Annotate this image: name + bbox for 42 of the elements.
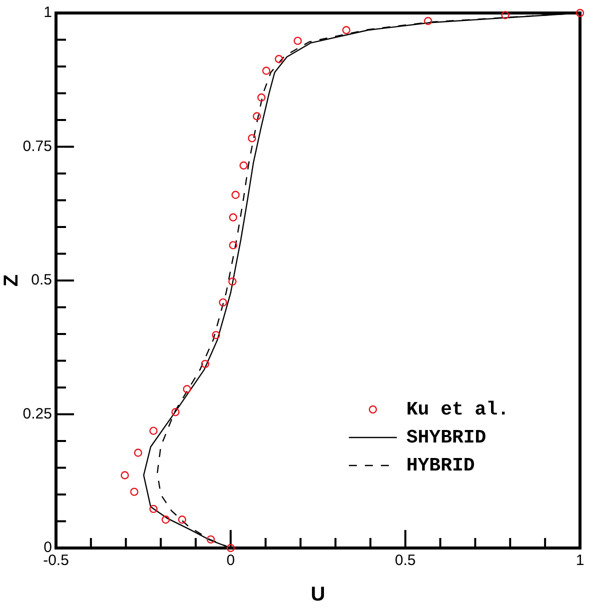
y-axis-title: Z <box>0 274 23 287</box>
point <box>212 330 220 340</box>
point <box>257 93 266 102</box>
point <box>252 112 261 120</box>
point <box>239 161 248 170</box>
y-tick-label: 0.25 <box>22 405 52 422</box>
point <box>294 36 302 45</box>
point <box>262 66 270 75</box>
point <box>162 516 170 524</box>
point <box>501 11 510 20</box>
x-tick-label: -0.5 <box>43 552 69 570</box>
point <box>231 190 240 199</box>
legend-label: SHYBRID <box>406 426 486 448</box>
y-tick-label: 0.75 <box>22 138 52 155</box>
point <box>149 426 158 435</box>
point <box>206 535 215 544</box>
point <box>226 544 235 552</box>
y-tick-label: 0.5 <box>31 272 52 289</box>
point <box>178 516 186 524</box>
legend-label: HYBRID <box>406 454 475 476</box>
point <box>149 504 158 514</box>
point <box>229 241 238 250</box>
point <box>201 360 210 368</box>
point <box>228 277 237 286</box>
point <box>171 408 180 416</box>
x-axis-title: U <box>310 584 326 606</box>
point <box>248 134 256 142</box>
point <box>229 213 238 222</box>
y-tick-label: 1 <box>44 4 52 22</box>
point <box>120 471 129 480</box>
x-tick-label: 0.5 <box>394 552 416 570</box>
x-tick-label: 0 <box>226 552 235 570</box>
x-tick-label: 1 <box>576 552 584 570</box>
point <box>576 8 584 18</box>
point <box>424 16 432 26</box>
legend-label: Ku et al. <box>406 398 510 420</box>
point <box>182 385 192 394</box>
point <box>218 298 228 307</box>
point <box>274 54 283 64</box>
point <box>130 488 138 496</box>
point <box>134 448 142 457</box>
point <box>342 26 350 34</box>
